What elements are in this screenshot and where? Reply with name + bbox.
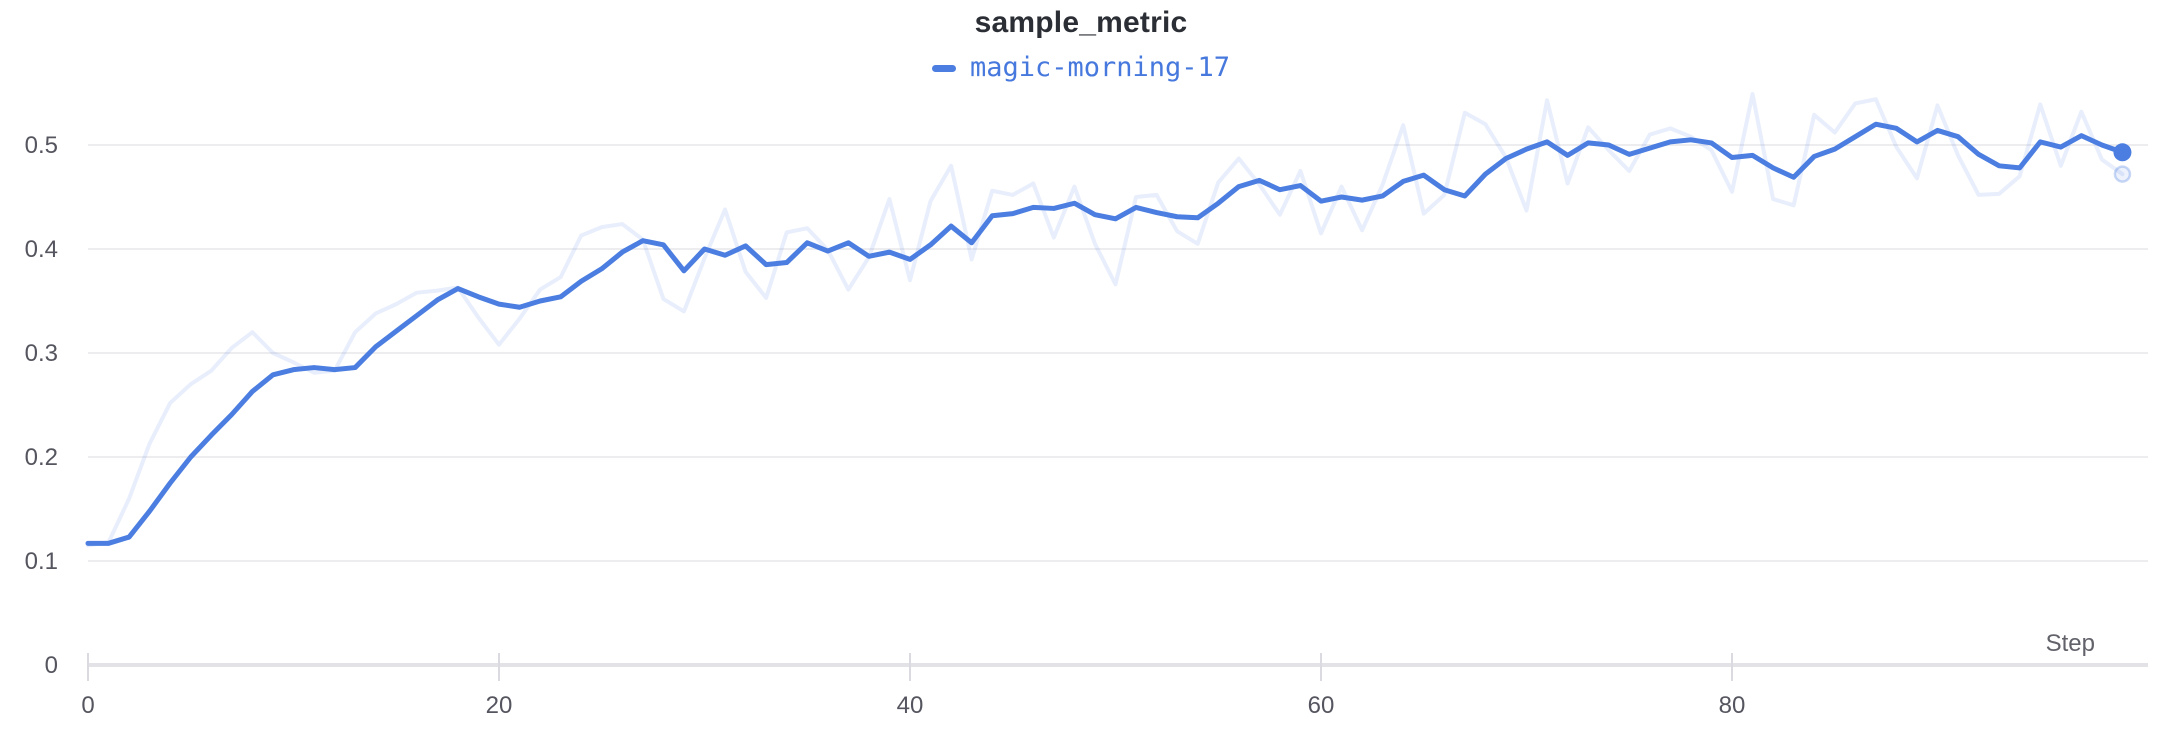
y-tick-label: 0.4 [25, 236, 58, 263]
raw-series-endpoint[interactable] [2113, 165, 2132, 183]
raw-series-line[interactable] [86, 92, 2125, 548]
legend-line-swatch [931, 64, 956, 72]
x-tick-label: 40 [897, 692, 924, 719]
x-tick-label: 80 [1719, 692, 1746, 719]
legend-run-name: magic-morning-17 [969, 52, 1231, 83]
gridlines [88, 144, 2148, 562]
x-axis [87, 653, 2148, 681]
x-tick-label: 0 [81, 692, 94, 719]
smoothed-series-line[interactable] [85, 121, 2125, 546]
y-tick-label: 0 [45, 652, 58, 679]
y-tick-label: 0.3 [25, 340, 58, 367]
plot-area[interactable] [88, 80, 2140, 665]
tick-labels: 0 0.1 0.2 0.3 0.4 0.5 0 20 40 60 80 [25, 132, 1746, 719]
x-tick-label: 60 [1308, 692, 1335, 719]
x-axis-title: Step [2046, 630, 2095, 657]
y-tick-label: 0.1 [25, 548, 58, 575]
x-tick-label: 20 [486, 692, 513, 719]
smoothed-series-endpoint[interactable] [2113, 143, 2132, 162]
legend[interactable]: magic-morning-17 [0, 52, 2162, 84]
y-tick-label: 0.5 [25, 132, 58, 159]
chart-title: sample_metric [974, 6, 1188, 39]
y-tick-label: 0.2 [25, 444, 58, 471]
